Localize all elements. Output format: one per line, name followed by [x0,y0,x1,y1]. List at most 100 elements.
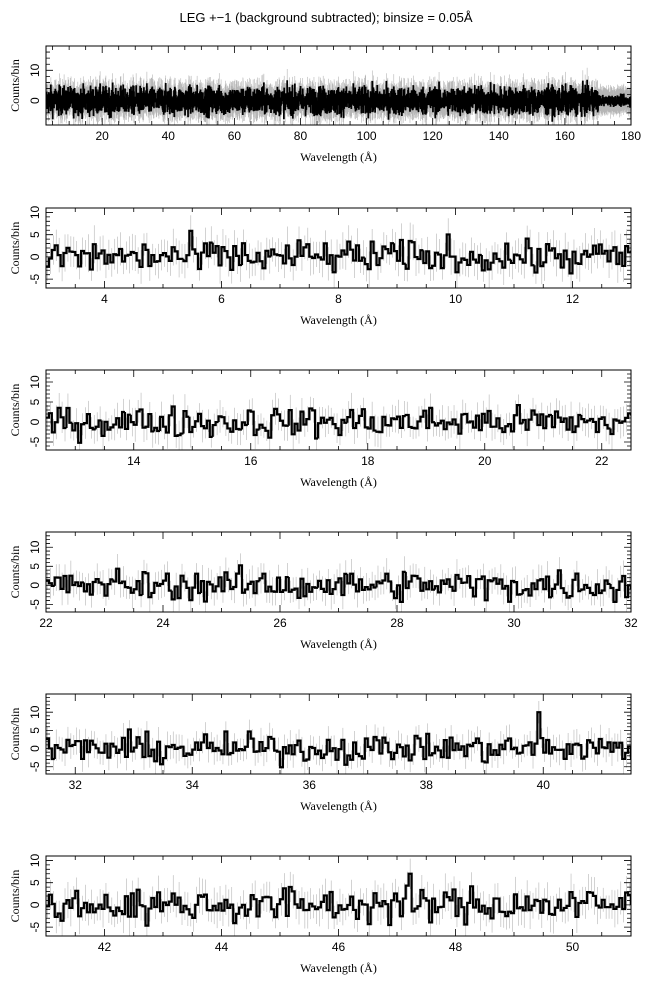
x-tick-label: 8 [335,292,342,306]
x-tick-label: 20 [478,454,492,468]
spectrum-series [46,700,631,774]
y-tick-label: 5 [28,879,42,886]
x-tick-label: 36 [303,778,317,792]
y-tick-marks [46,207,631,289]
x-tick-label: 12 [566,292,580,306]
y-tick-marks [46,531,631,613]
x-tick-label: 32 [69,778,83,792]
x-tick-label: 120 [423,129,443,143]
x-tick-label: 22 [39,616,53,630]
x-tick-label: 20 [96,129,110,143]
y-tick-label: 0 [28,901,42,908]
spectrum-series [46,392,631,450]
counts-step-line [46,711,631,769]
panel-5: 32 34 36 38 40 -5 0 5 10 Wavelength (Å) Counts/bin [8,693,632,813]
x-axis-label: Wavelength (Å) [300,475,377,489]
x-tick-marks [52,46,632,125]
x-tick-label: 100 [357,129,377,143]
plot-frame [45,369,632,451]
x-tick-label: 160 [555,129,575,143]
y-axis-label: Counts/bin [8,59,22,112]
y-tick-marks [46,693,631,775]
y-tick-label: 10 [28,853,42,867]
y-tick-label: 10 [28,705,42,719]
counts-step-line [46,79,631,122]
spectrum-series [46,858,631,936]
panel-1: 20 40 60 80 100 120 140 160 180 0 10 Wavelength (Å)… [8,45,641,164]
spectrum-series [46,215,631,288]
x-axis-label: Wavelength (Å) [300,313,377,327]
x-tick-label: 38 [420,778,434,792]
y-tick-label: 5 [28,563,42,570]
y-tick-label: 10 [28,205,42,219]
x-tick-label: 46 [332,940,346,954]
y-tick-label: 10 [28,540,42,554]
y-tick-label: 5 [28,231,42,238]
x-axis-label: Wavelength (Å) [300,961,377,975]
x-tick-label: 26 [273,616,287,630]
y-tick-label: 0 [28,97,42,104]
x-axis-label: Wavelength (Å) [300,799,377,813]
x-tick-label: 6 [218,292,225,306]
y-tick-label: 0 [28,418,42,425]
plot-frame [45,207,632,289]
counts-step-line [46,229,631,275]
x-tick-marks [45,208,632,288]
plot-frame [45,45,632,126]
x-tick-label: 80 [294,129,308,143]
y-tick-label: 0 [28,745,42,752]
x-tick-label: 34 [186,778,200,792]
x-tick-label: 28 [390,616,404,630]
x-tick-label: 44 [215,940,229,954]
y-axis-label: Counts/bin [8,384,22,437]
x-axis-label: Wavelength (Å) [300,150,377,164]
x-tick-label: 180 [621,129,641,143]
x-tick-label: 32 [624,616,638,630]
spectrum-series [46,67,631,125]
x-tick-label: 42 [98,940,112,954]
y-tick-label: 5 [28,398,42,405]
panel-3: 14 16 18 20 22 -5 0 5 10 Wavelength (Å) Counts/bin [8,369,632,489]
x-tick-marks [45,370,632,450]
x-tick-label: 48 [449,940,463,954]
y-tick-label: -5 [28,599,42,610]
panel-4: 22 24 26 28 30 32 -5 0 5 10 Wavelength (Å) Counts/b… [8,531,638,651]
plot-frame [45,693,632,775]
y-tick-label: -5 [28,761,42,772]
x-tick-label: 40 [537,778,551,792]
x-tick-label: 22 [595,454,609,468]
error-bars [47,700,630,774]
counts-step-line [46,404,631,444]
panel-6: 42 44 46 48 50 -5 0 5 10 Wavelength (Å) Counts/bin [8,853,632,975]
x-tick-label: 50 [566,940,580,954]
x-tick-label: 16 [244,454,258,468]
plot-frame [45,531,632,613]
y-tick-label: 10 [28,63,42,77]
error-bars [47,553,630,612]
y-tick-label: 10 [28,375,42,389]
x-tick-marks [45,532,632,612]
x-tick-label: 40 [162,129,176,143]
x-tick-label: 10 [449,292,463,306]
y-axis-label: Counts/bin [8,222,22,275]
y-tick-label: 0 [28,253,42,260]
counts-step-line [46,872,631,927]
x-tick-label: 4 [101,292,108,306]
y-tick-label: -5 [28,436,42,447]
counts-step-line [46,564,631,604]
x-tick-label: 14 [127,454,141,468]
spectrum-series [46,553,631,612]
x-tick-label: 24 [156,616,170,630]
y-axis-label: Counts/bin [8,870,22,923]
x-tick-marks [45,694,632,774]
x-tick-label: 60 [228,129,242,143]
y-tick-label: 0 [28,582,42,589]
y-tick-label: 5 [28,727,42,734]
y-tick-label: -5 [28,921,42,932]
panel-2: 4 6 8 10 12 -5 0 5 10 Wavelength (Å) Counts/bin [8,205,632,327]
y-tick-marks [46,45,631,126]
y-axis-label: Counts/bin [8,708,22,761]
x-tick-marks [45,856,632,936]
y-tick-label: -5 [28,273,42,284]
